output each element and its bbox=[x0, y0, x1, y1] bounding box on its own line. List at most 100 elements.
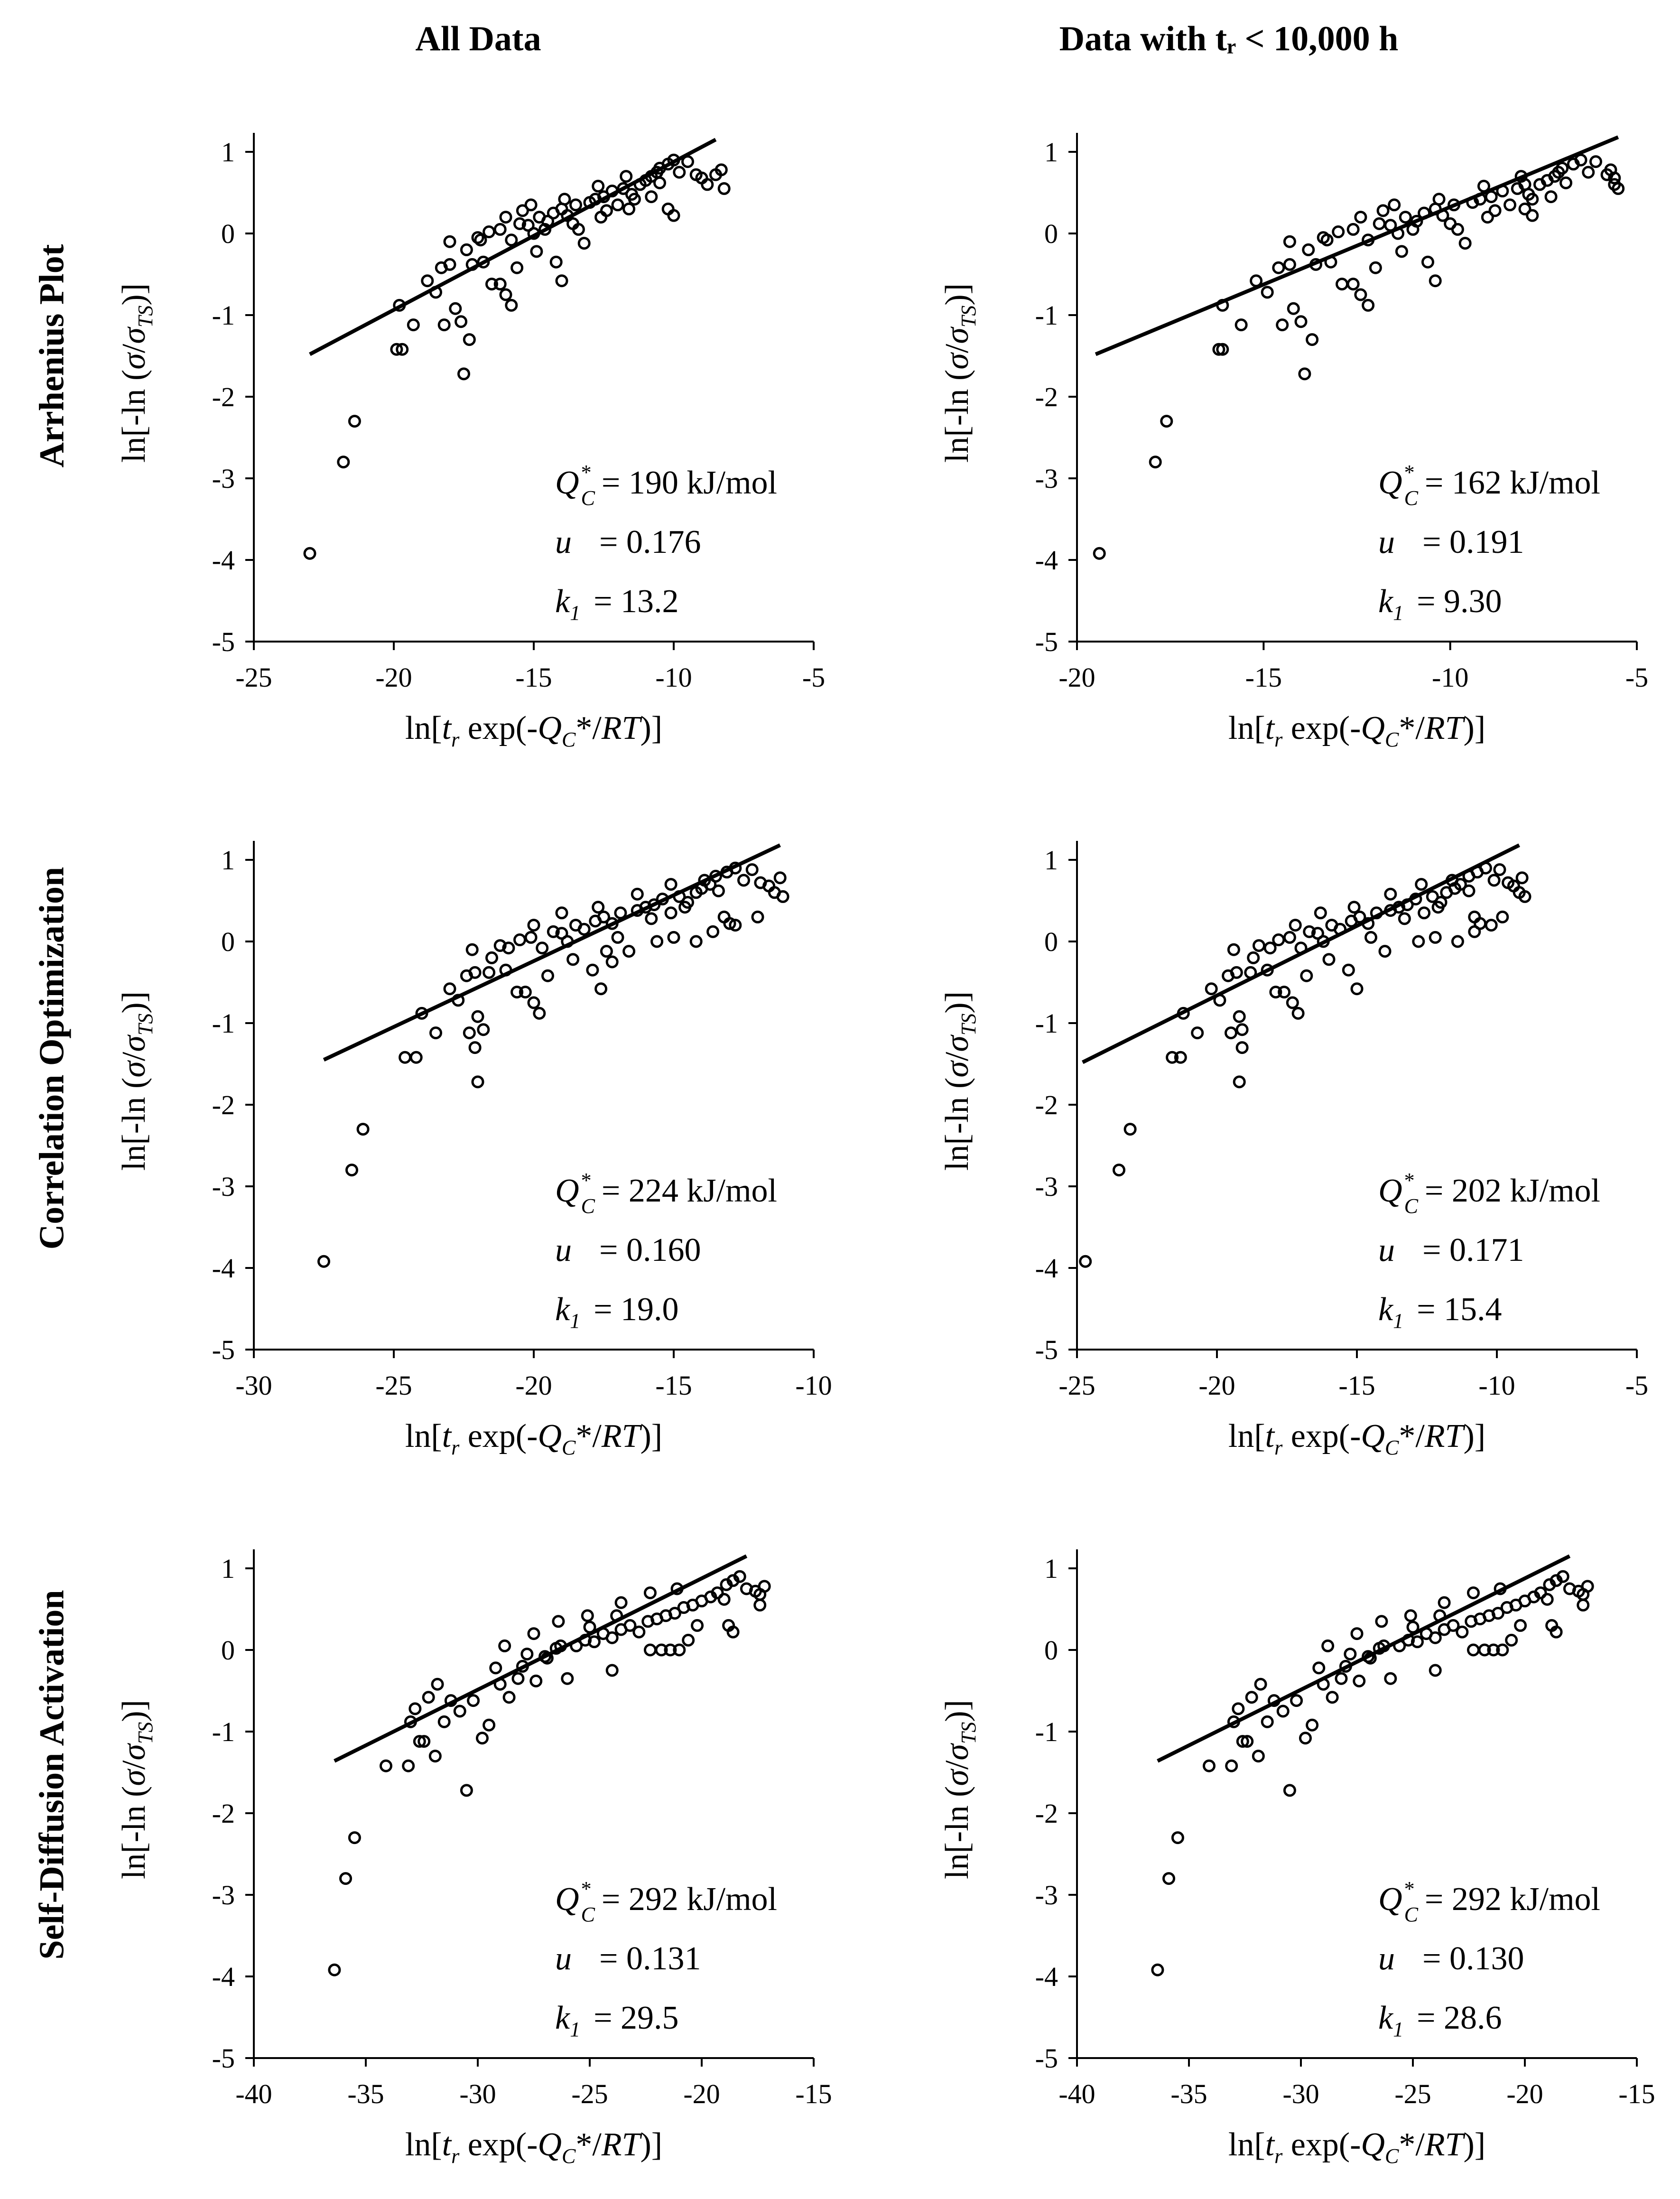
data-point bbox=[555, 906, 568, 920]
data-point bbox=[1478, 1643, 1491, 1657]
data-point bbox=[643, 1586, 657, 1600]
x-axis-label: ln[tr exp(-QC*/RT)] bbox=[405, 1418, 662, 1459]
data-point bbox=[1149, 456, 1162, 469]
x-axis-label: ln[tr exp(-QC*/RT)] bbox=[1228, 2126, 1485, 2168]
data-point bbox=[1230, 966, 1243, 979]
data-point bbox=[1493, 863, 1506, 876]
data-point bbox=[1467, 1586, 1480, 1600]
data-point bbox=[468, 966, 482, 979]
data-point bbox=[475, 1732, 489, 1745]
data-point bbox=[513, 933, 526, 947]
x-tick-label: -30 bbox=[235, 1370, 272, 1401]
data-point bbox=[1233, 1010, 1246, 1023]
annotation-2: k1 = 9.30 bbox=[1378, 583, 1502, 624]
data-point bbox=[1287, 302, 1300, 315]
data-point bbox=[1272, 933, 1285, 947]
data-point bbox=[745, 863, 759, 876]
data-point bbox=[673, 1643, 686, 1657]
fit-line bbox=[1082, 843, 1520, 1064]
y-tick-label: 0 bbox=[1044, 926, 1058, 957]
x-tick-label: -5 bbox=[802, 662, 825, 693]
data-point bbox=[317, 1255, 330, 1268]
data-point bbox=[505, 298, 518, 312]
x-tick-label: -20 bbox=[375, 662, 412, 693]
data-point bbox=[463, 1026, 476, 1040]
data-point bbox=[1384, 1672, 1397, 1685]
chart-panel-2: 1 0 -1 -2 -3 -4 -5-30 -25 -20 -15 -10 ln[tr exp(-QC… bbox=[116, 841, 832, 1459]
data-point bbox=[715, 163, 728, 177]
data-point bbox=[536, 941, 549, 955]
data-point bbox=[667, 209, 680, 222]
data-point bbox=[1526, 209, 1539, 222]
data-point bbox=[1093, 547, 1106, 560]
data-point bbox=[1290, 1694, 1303, 1707]
data-point bbox=[1415, 878, 1428, 891]
data-point bbox=[538, 223, 552, 236]
data-point bbox=[356, 1123, 370, 1136]
x-tick-label: -10 bbox=[655, 662, 692, 693]
data-point bbox=[1263, 941, 1277, 955]
data-point bbox=[1166, 1051, 1179, 1064]
annotation-0: Q* C = 162 kJ/mol bbox=[1378, 461, 1600, 510]
data-point bbox=[701, 178, 714, 191]
y-tick-label: -3 bbox=[212, 1171, 235, 1202]
data-point bbox=[655, 1643, 668, 1657]
y-axis-label: ln[-ln (σ/σTS)] bbox=[939, 991, 980, 1171]
x-tick-label: -10 bbox=[1432, 662, 1468, 693]
data-point bbox=[1216, 343, 1229, 356]
data-point bbox=[499, 288, 512, 301]
data-point bbox=[530, 245, 543, 258]
data-point bbox=[1322, 953, 1336, 966]
y-tick-label: 1 bbox=[221, 137, 235, 168]
annotation-2: k1 = 13.2 bbox=[555, 583, 679, 624]
data-point bbox=[1487, 874, 1501, 887]
data-point bbox=[1113, 1164, 1125, 1177]
data-point bbox=[499, 211, 512, 224]
y-tick-label: 0 bbox=[221, 218, 235, 249]
data-point bbox=[1283, 258, 1296, 271]
data-point bbox=[1298, 367, 1311, 381]
data-point bbox=[1559, 176, 1573, 189]
data-point bbox=[1346, 278, 1360, 291]
data-point bbox=[1350, 982, 1364, 996]
data-point bbox=[628, 193, 641, 206]
data-point bbox=[1269, 986, 1282, 999]
data-point bbox=[668, 1607, 681, 1620]
y-tick-label: 1 bbox=[1044, 845, 1058, 876]
data-point bbox=[1604, 163, 1617, 177]
y-tick-label: -3 bbox=[212, 1880, 235, 1910]
data-point bbox=[581, 1609, 594, 1622]
x-tick-label: -20 bbox=[515, 1370, 552, 1401]
data-point bbox=[1236, 1735, 1249, 1748]
data-point bbox=[457, 367, 470, 381]
data-point bbox=[1254, 1677, 1267, 1691]
data-point bbox=[337, 456, 350, 469]
data-point bbox=[1303, 925, 1316, 938]
data-point bbox=[483, 225, 496, 239]
data-point bbox=[1272, 261, 1285, 274]
x-axis-label: ln[tr exp(-QC*/RT)] bbox=[405, 2126, 662, 2168]
data-point bbox=[1375, 1615, 1388, 1628]
data-point bbox=[1447, 1619, 1460, 1632]
y-tick-label: 0 bbox=[1044, 218, 1058, 249]
data-point bbox=[1462, 884, 1476, 897]
y-axis-label: ln[-ln (σ/σTS)] bbox=[939, 283, 980, 463]
data-point bbox=[1241, 1735, 1254, 1748]
y-tick-label: -5 bbox=[1035, 626, 1058, 657]
y-tick-label: -1 bbox=[212, 1716, 235, 1747]
y-tick-label: -3 bbox=[1035, 1171, 1058, 1202]
data-point bbox=[1429, 931, 1442, 944]
y-tick-label: 1 bbox=[1044, 137, 1058, 168]
data-point bbox=[429, 1026, 442, 1040]
data-point bbox=[485, 951, 498, 964]
data-point bbox=[1544, 190, 1558, 204]
y-tick-label: -5 bbox=[1035, 1334, 1058, 1365]
column-title-all-data: All Data bbox=[415, 19, 541, 58]
data-point bbox=[614, 906, 627, 920]
x-tick-label: -25 bbox=[1394, 2078, 1431, 2109]
annotation-2: k1 = 29.5 bbox=[555, 2000, 679, 2041]
annotation-0: Q* C = 292 kJ/mol bbox=[555, 1877, 777, 1926]
y-tick-label: -4 bbox=[1035, 545, 1058, 576]
data-point bbox=[689, 935, 703, 948]
data-point bbox=[605, 955, 619, 969]
